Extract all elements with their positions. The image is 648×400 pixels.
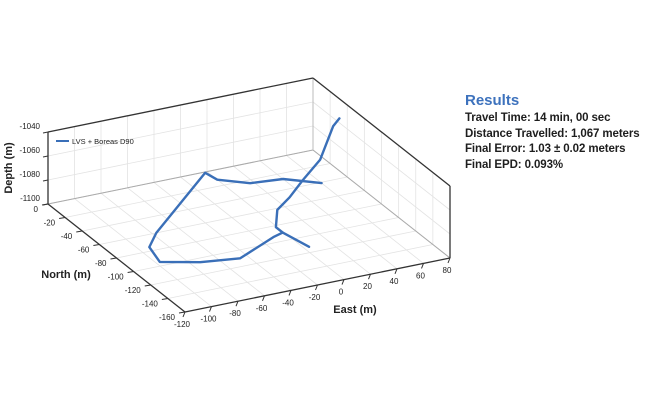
- z-axis-label: Depth (m): [3, 142, 15, 194]
- z-tick-label: -1060: [20, 146, 41, 155]
- y-tick: [59, 217, 66, 219]
- side-wall-bottom-edge: [312, 149, 451, 259]
- y-tick-label: -80: [95, 259, 107, 268]
- floor-grid-line: [133, 217, 399, 272]
- x-tick-label: 60: [416, 271, 425, 280]
- side-wall-grid-line: [312, 101, 451, 211]
- y-tick: [178, 311, 186, 314]
- y-tick: [144, 284, 151, 287]
- floor-grid-line: [167, 244, 433, 299]
- y-tick-label: -100: [108, 273, 125, 282]
- results-final-epd: Final EPD: 0.093%: [465, 158, 564, 171]
- y-tick: [161, 298, 168, 300]
- y-tick-label: -140: [142, 300, 159, 309]
- x-axis-label: East (m): [333, 304, 377, 316]
- x-tick-label: 80: [443, 266, 452, 275]
- floor-grid-line: [150, 230, 416, 286]
- x-tick-label: 20: [363, 282, 372, 291]
- y-tick-label: -120: [125, 286, 142, 295]
- floor-grid-line: [82, 176, 348, 232]
- y-tick-label: -40: [61, 232, 73, 241]
- z-tick-label: -1100: [20, 194, 40, 203]
- floor-grid-line: [99, 190, 365, 245]
- y-tick-label: 0: [34, 205, 39, 214]
- x-tick-label: -40: [282, 298, 294, 307]
- results-final-error: Final Error: 1.03 ± 0.02 meters: [465, 143, 626, 155]
- x-tick: [288, 290, 292, 296]
- x-tick-label: -60: [256, 304, 268, 313]
- results-distance: Distance Travelled: 1,067 meters: [465, 127, 640, 140]
- x-tick: [262, 295, 265, 301]
- x-tick-label: -120: [174, 320, 191, 329]
- y-tick-label: -60: [78, 246, 90, 255]
- x-tick-label: 40: [390, 277, 399, 286]
- y-tick: [93, 244, 100, 246]
- z-tick-label: -1080: [20, 170, 41, 179]
- back-wall-bottom-edge: [47, 149, 314, 205]
- results-title: Results: [465, 92, 520, 109]
- z-tick: [42, 155, 49, 158]
- x-tick-label: -80: [229, 309, 241, 318]
- side-wall-grid-line: [312, 125, 451, 235]
- floor-grid-line: [116, 203, 382, 259]
- x-tick: [182, 311, 186, 318]
- x-tick: [235, 301, 239, 307]
- side-wall-top-edge: [312, 77, 451, 187]
- back-wall-top-edge: [47, 77, 314, 133]
- z-tick: [42, 203, 49, 206]
- back-wall-grid-line: [47, 125, 314, 181]
- x-tick-label: -20: [309, 293, 321, 302]
- y-tick: [76, 230, 83, 233]
- x-tick-label: 0: [339, 288, 344, 297]
- z-tick-label: -1040: [20, 122, 41, 131]
- x-tick: [341, 279, 345, 285]
- results-travel-time: Travel Time: 14 min, 00 sec: [465, 112, 611, 124]
- results-panel: Results Travel Time: 14 min, 00 sec Dist…: [465, 92, 640, 173]
- x-tick: [447, 257, 451, 264]
- z-tick: [42, 179, 49, 182]
- y-tick: [127, 271, 134, 273]
- floor-grid-line: [65, 163, 331, 218]
- x-tick: [315, 284, 318, 291]
- x-tick: [209, 306, 212, 312]
- y-tick-label: -160: [159, 313, 176, 322]
- back-wall-grid-line: [47, 101, 314, 157]
- y-tick: [110, 257, 117, 260]
- y-axis-label: North (m): [41, 269, 91, 281]
- z-tick: [42, 131, 49, 134]
- legend-label: LVS + Boreas D90: [72, 137, 134, 146]
- y-tick-label: -20: [44, 219, 56, 228]
- trajectory-line: [281, 231, 311, 249]
- x-tick-label: -100: [200, 315, 217, 324]
- x-tick: [394, 268, 398, 274]
- x-tick: [368, 274, 371, 280]
- x-tick: [421, 263, 424, 269]
